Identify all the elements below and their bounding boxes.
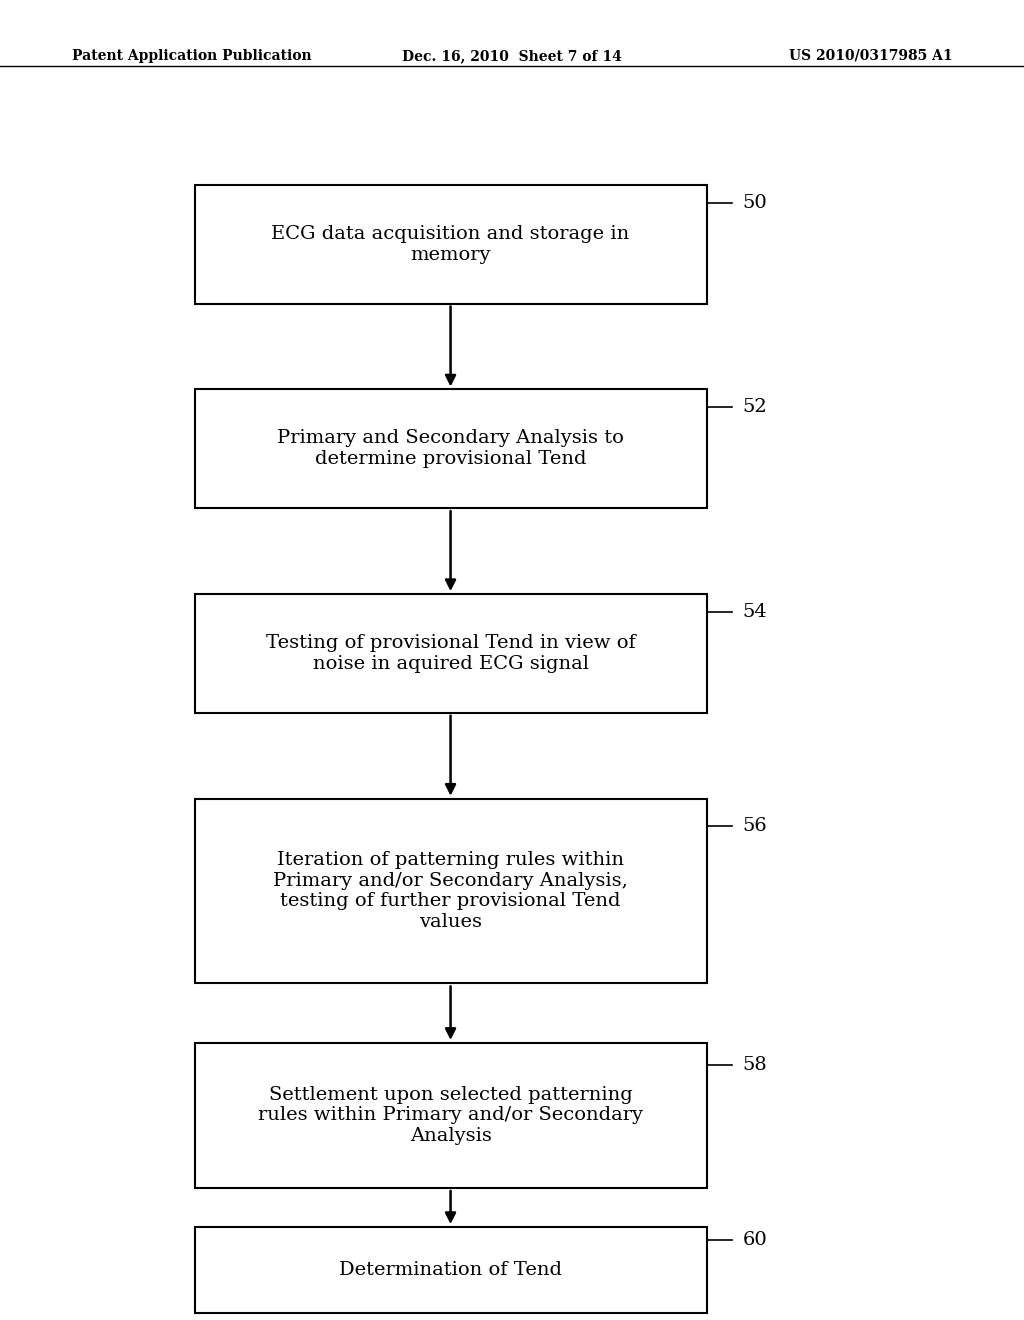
Text: Iteration of patterning rules within
Primary and/or Secondary Analysis,
testing : Iteration of patterning rules within Pri…: [273, 851, 628, 931]
Text: US 2010/0317985 A1: US 2010/0317985 A1: [788, 49, 952, 63]
FancyBboxPatch shape: [195, 185, 707, 304]
Text: 50: 50: [742, 194, 767, 211]
Text: ECG data acquisition and storage in
memory: ECG data acquisition and storage in memo…: [271, 224, 630, 264]
Text: Primary and Secondary Analysis to
determine provisional Tend: Primary and Secondary Analysis to determ…: [278, 429, 624, 469]
Text: Patent Application Publication: Patent Application Publication: [72, 49, 311, 63]
Text: 60: 60: [742, 1230, 767, 1249]
Text: 58: 58: [742, 1056, 767, 1073]
FancyBboxPatch shape: [195, 799, 707, 983]
Text: Dec. 16, 2010  Sheet 7 of 14: Dec. 16, 2010 Sheet 7 of 14: [402, 49, 622, 63]
Text: 54: 54: [742, 603, 767, 620]
Text: Determination of Tend: Determination of Tend: [339, 1261, 562, 1279]
Text: 52: 52: [742, 399, 767, 416]
FancyBboxPatch shape: [195, 594, 707, 713]
FancyBboxPatch shape: [195, 389, 707, 508]
Text: Testing of provisional Tend in view of
noise in aquired ECG signal: Testing of provisional Tend in view of n…: [265, 634, 636, 673]
FancyBboxPatch shape: [195, 1043, 707, 1188]
FancyBboxPatch shape: [195, 1228, 707, 1312]
Text: 56: 56: [742, 817, 767, 836]
Text: Settlement upon selected patterning
rules within Primary and/or Secondary
Analys: Settlement upon selected patterning rule…: [258, 1085, 643, 1146]
